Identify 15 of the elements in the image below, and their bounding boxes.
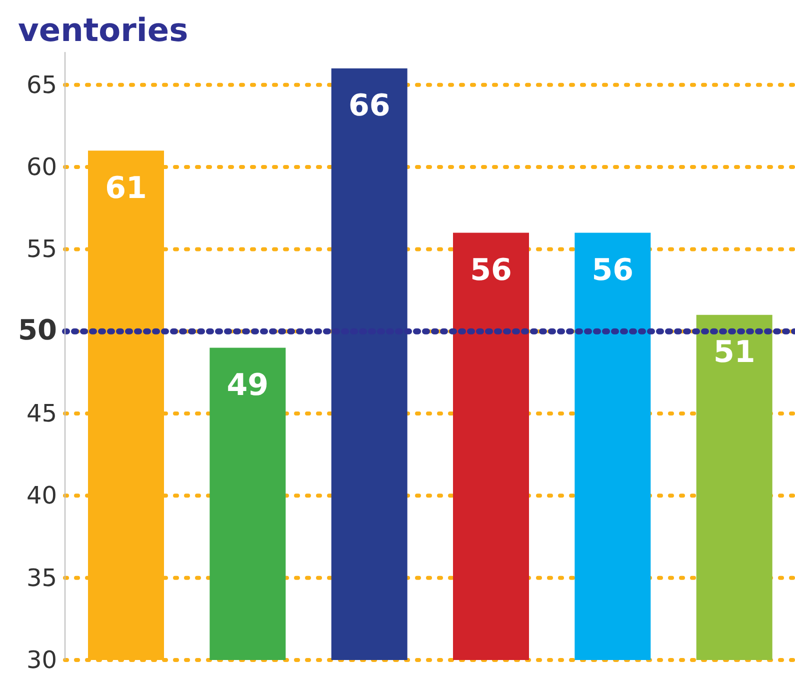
y-tick-label: 55 <box>26 235 57 264</box>
chart-title: ventories <box>18 10 188 50</box>
y-tick-label: 65 <box>26 70 57 99</box>
y-tick-label: 35 <box>26 564 57 592</box>
data-label: 49 <box>226 368 269 404</box>
y-tick-label: 60 <box>26 153 57 182</box>
y-tick-label: 50 <box>18 313 57 346</box>
data-label: 66 <box>348 88 390 124</box>
y-tick-label: 40 <box>26 482 57 510</box>
data-label: 51 <box>713 335 756 370</box>
data-label: 56 <box>470 253 512 288</box>
data-label: 61 <box>105 170 147 206</box>
y-tick-label: 45 <box>26 400 57 428</box>
y-tick-label: 30 <box>26 646 57 674</box>
data-label: 56 <box>592 253 634 288</box>
